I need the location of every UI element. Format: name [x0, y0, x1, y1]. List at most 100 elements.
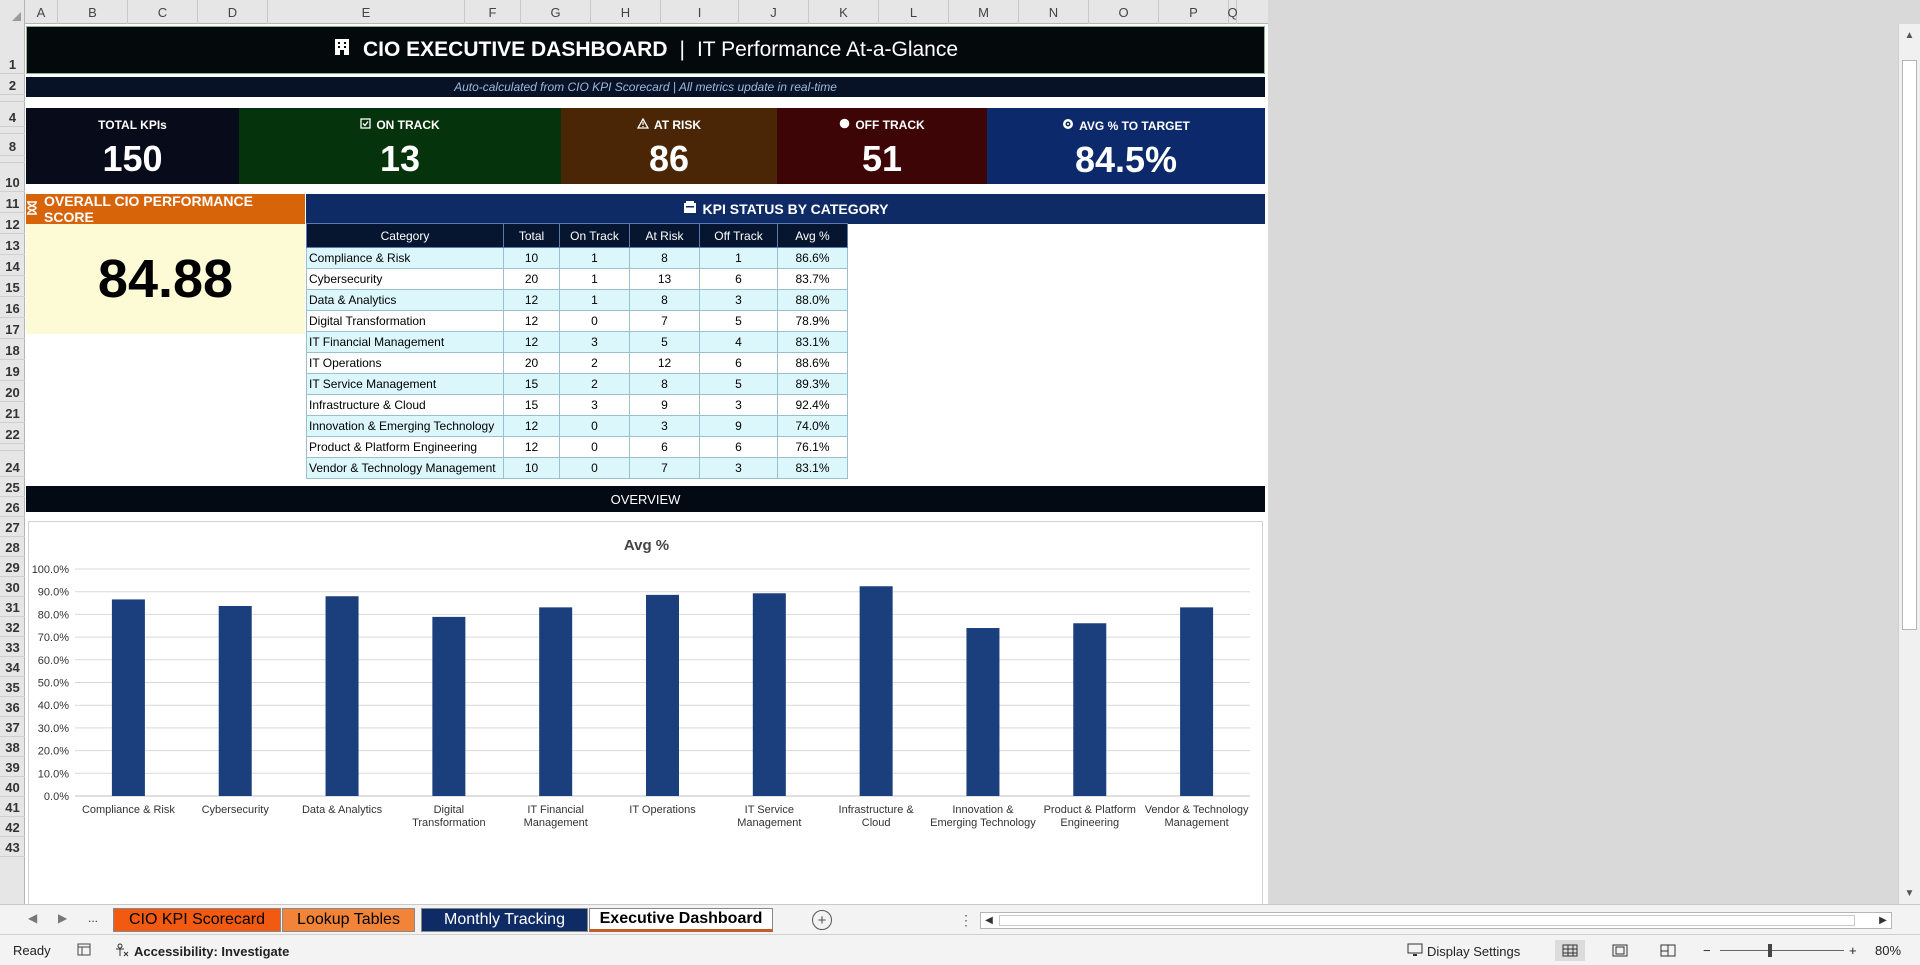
row-header-8[interactable]: 8 [0, 134, 25, 156]
row-header-26[interactable]: 26 [0, 497, 25, 517]
tab-cio-kpi-scorecard[interactable]: CIO KPI Scorecard [113, 908, 281, 932]
table-cell[interactable]: 8 [629, 289, 700, 311]
row-header-27[interactable]: 27 [0, 517, 25, 537]
table-cell[interactable]: 12 [503, 289, 560, 311]
page-break-button[interactable] [1653, 940, 1683, 961]
column-header-m[interactable]: M [949, 0, 1019, 24]
row-header-39[interactable]: 39 [0, 757, 25, 777]
row-header-20[interactable]: 20 [0, 381, 25, 402]
table-cell[interactable]: 6 [699, 268, 778, 290]
table-header-off-track[interactable]: Off Track [699, 223, 778, 248]
row-header-7[interactable] [0, 127, 25, 134]
table-cell[interactable]: IT Operations [306, 352, 504, 374]
table-cell[interactable]: 12 [629, 352, 700, 374]
table-cell[interactable]: 3 [699, 457, 778, 479]
table-cell[interactable]: 76.1% [777, 436, 848, 458]
display-settings[interactable]: Display Settings [1407, 943, 1520, 960]
row-header-29[interactable]: 29 [0, 557, 25, 577]
table-cell[interactable]: Vendor & Technology Management [306, 457, 504, 479]
tab-splitter[interactable]: ⋮ [959, 912, 973, 928]
zoom-level[interactable]: 80% [1875, 943, 1902, 958]
avg-percent-chart[interactable]: Avg % 0.0% 10.0% 20.0% 30.0% 40.0% 50.0% 60.0% 7… [28, 521, 1263, 904]
table-cell[interactable]: 8 [629, 373, 700, 395]
row-header-23[interactable] [0, 444, 25, 451]
table-cell[interactable]: 10 [503, 247, 560, 269]
table-cell[interactable]: 1 [559, 247, 630, 269]
table-cell[interactable]: Cybersecurity [306, 268, 504, 290]
table-cell[interactable]: 9 [699, 415, 778, 437]
table-cell[interactable]: 78.9% [777, 310, 848, 332]
column-header-g[interactable]: G [521, 0, 591, 24]
tab-scroll-right[interactable]: ▶ [58, 911, 68, 925]
table-cell[interactable]: 10 [503, 457, 560, 479]
table-cell[interactable]: 7 [629, 310, 700, 332]
table-cell[interactable]: 20 [503, 268, 560, 290]
row-header-30[interactable]: 30 [0, 577, 25, 597]
row-header-40[interactable]: 40 [0, 777, 25, 797]
column-header-l[interactable]: L [879, 0, 949, 24]
column-header-a[interactable]: A [25, 0, 58, 24]
zoom-in-button[interactable]: + [1849, 943, 1857, 958]
row-header-3[interactable] [0, 95, 25, 102]
row-header-14[interactable]: 14 [0, 255, 25, 276]
vertical-scroll-thumb[interactable] [1902, 60, 1917, 630]
row-header-21[interactable]: 21 [0, 402, 25, 423]
zoom-out-button[interactable]: − [1703, 943, 1711, 958]
column-header-e[interactable]: E [268, 0, 465, 24]
table-cell[interactable]: 0 [559, 310, 630, 332]
page-layout-button[interactable] [1605, 940, 1635, 961]
column-header-f[interactable]: F [465, 0, 521, 24]
row-header-35[interactable]: 35 [0, 677, 25, 697]
row-header-18[interactable]: 18 [0, 339, 25, 360]
table-cell[interactable]: 88.0% [777, 289, 848, 311]
row-header-43[interactable]: 43 [0, 837, 25, 857]
table-header-category[interactable]: Category [306, 223, 504, 248]
scroll-up-arrow[interactable]: ▲ [1904, 29, 1915, 41]
scroll-left-arrow[interactable]: ◀ [985, 915, 993, 926]
table-header-on-track[interactable]: On Track [559, 223, 630, 248]
row-header-2[interactable]: 2 [0, 74, 25, 95]
column-header-p[interactable]: P [1159, 0, 1229, 24]
table-cell[interactable]: 5 [629, 331, 700, 353]
table-cell[interactable]: 89.3% [777, 373, 848, 395]
row-header-17[interactable]: 17 [0, 318, 25, 339]
table-cell[interactable]: 6 [699, 352, 778, 374]
row-header-32[interactable]: 32 [0, 617, 25, 637]
table-header-avg[interactable]: Avg % [777, 223, 848, 248]
column-header-b[interactable]: B [58, 0, 128, 24]
row-header-42[interactable]: 42 [0, 817, 25, 837]
row-header-9[interactable] [0, 156, 25, 163]
table-cell[interactable]: 12 [503, 331, 560, 353]
table-cell[interactable]: 13 [629, 268, 700, 290]
row-header-15[interactable]: 15 [0, 276, 25, 297]
table-cell[interactable]: Product & Platform Engineering [306, 436, 504, 458]
tab-executive-dashboard[interactable]: Executive Dashboard [589, 908, 773, 932]
table-cell[interactable]: 83.7% [777, 268, 848, 290]
table-cell[interactable]: 88.6% [777, 352, 848, 374]
table-cell[interactable]: 6 [629, 436, 700, 458]
table-cell[interactable]: 4 [699, 331, 778, 353]
table-cell[interactable]: 3 [559, 331, 630, 353]
row-header-11[interactable]: 11 [0, 192, 25, 213]
table-cell[interactable]: 15 [503, 373, 560, 395]
tab-lookup-tables[interactable]: Lookup Tables [282, 908, 415, 932]
vertical-scrollbar[interactable]: ▲ ▼ [1898, 24, 1920, 904]
column-header-c[interactable]: C [128, 0, 198, 24]
table-cell[interactable]: 20 [503, 352, 560, 374]
row-header-4[interactable]: 4 [0, 102, 25, 127]
accessibility-status[interactable]: Accessibility: Investigate [114, 943, 289, 960]
table-header-at-risk[interactable]: At Risk [629, 223, 700, 248]
table-header-total[interactable]: Total [503, 223, 560, 248]
row-header-28[interactable]: 28 [0, 537, 25, 557]
table-cell[interactable]: 3 [629, 415, 700, 437]
table-cell[interactable]: 5 [699, 373, 778, 395]
row-header-19[interactable]: 19 [0, 360, 25, 381]
column-header-d[interactable]: D [198, 0, 268, 24]
row-header-12[interactable]: 12 [0, 213, 25, 234]
table-cell[interactable]: 2 [559, 352, 630, 374]
table-cell[interactable]: 0 [559, 457, 630, 479]
horizontal-scroll-thumb[interactable] [999, 915, 1855, 926]
table-cell[interactable]: Compliance & Risk [306, 247, 504, 269]
table-cell[interactable]: 8 [629, 247, 700, 269]
column-header-k[interactable]: K [809, 0, 879, 24]
